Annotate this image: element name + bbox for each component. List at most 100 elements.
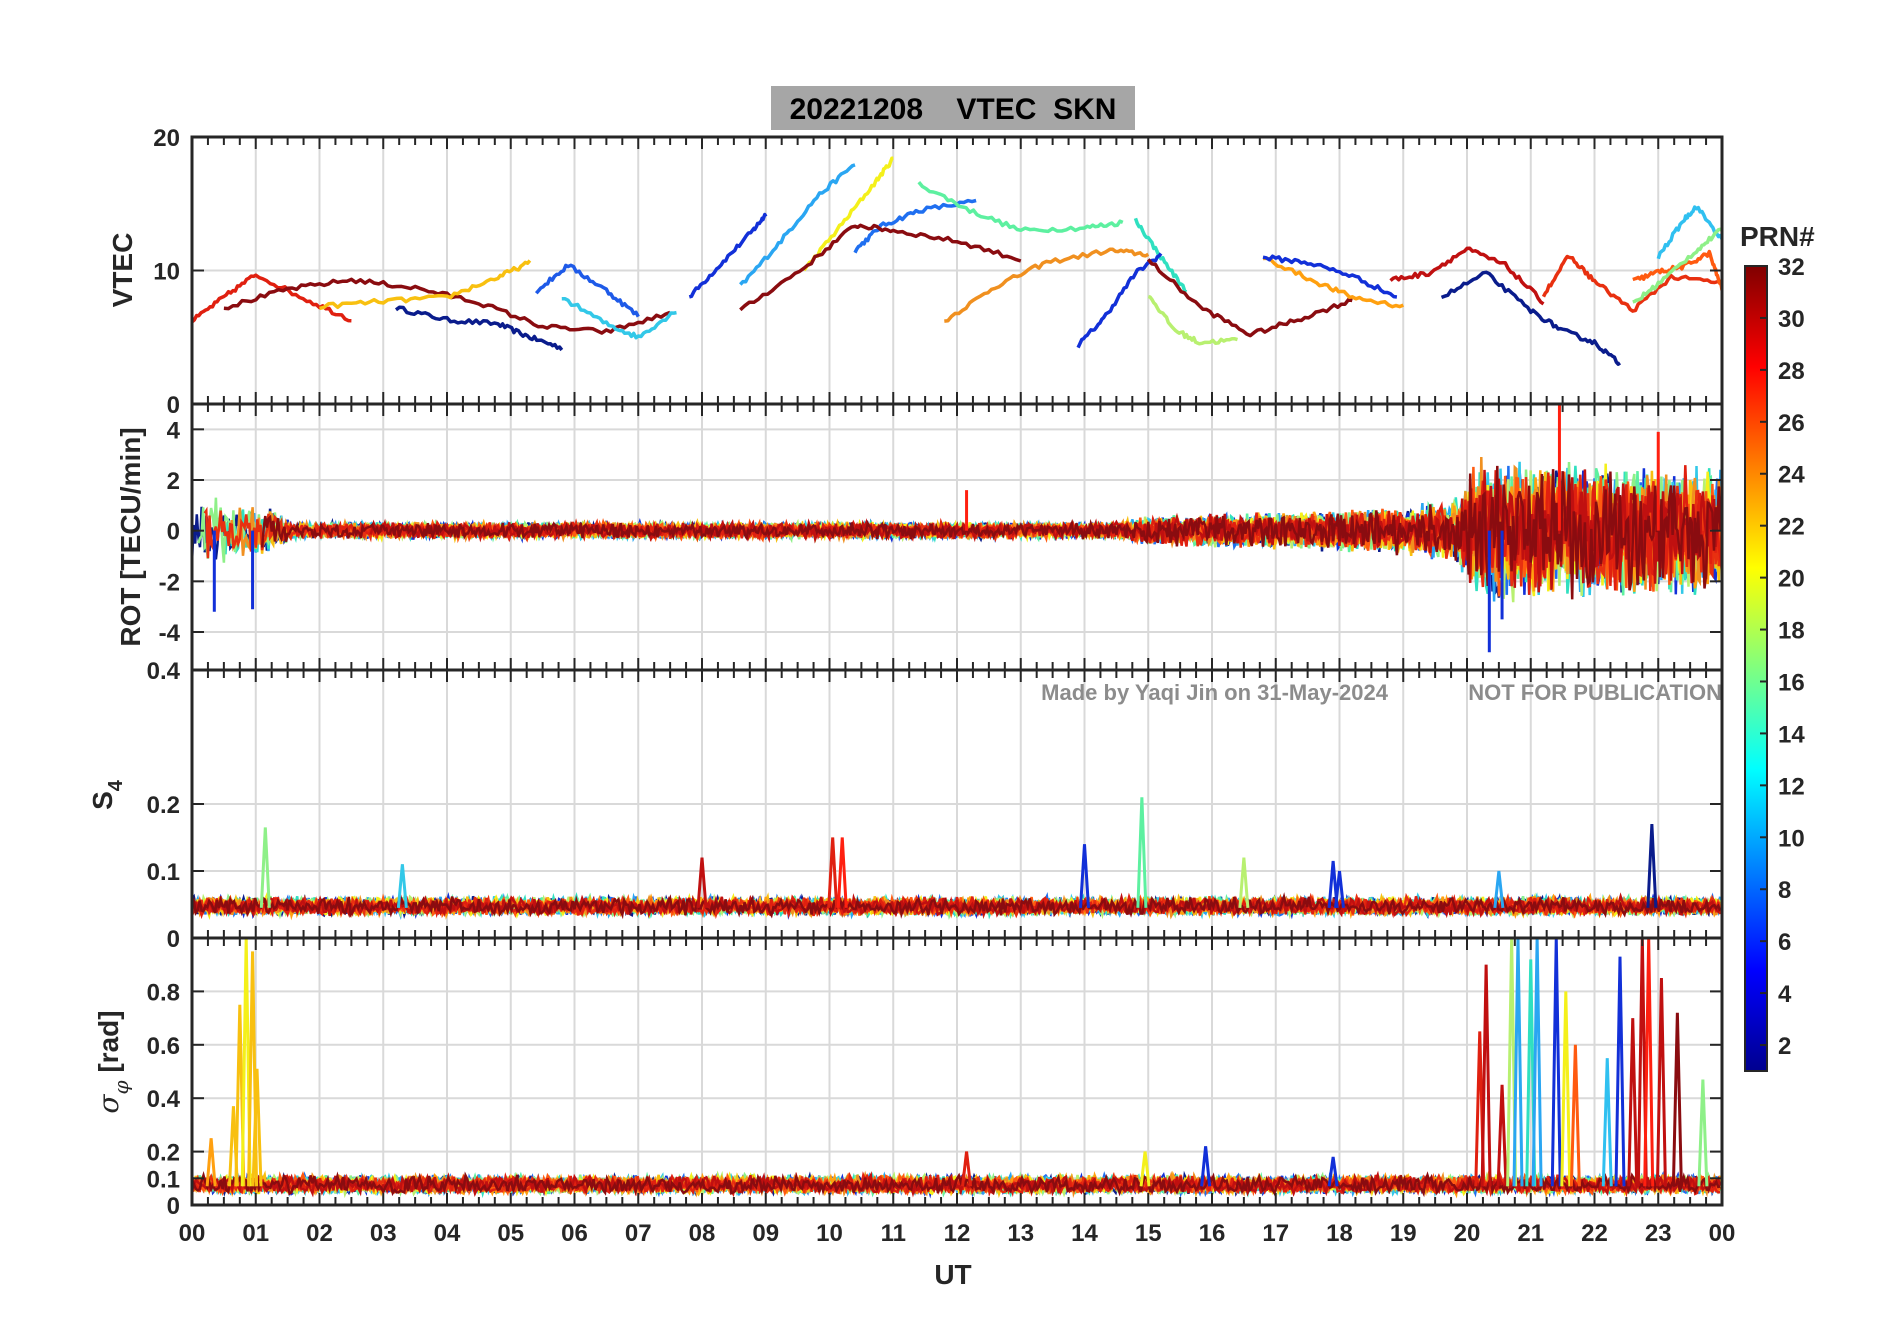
x-tick-label: 01 xyxy=(242,1220,269,1247)
sigma-phi-panel: 00.10.2 0.4 0.6 0.8 00 01 02 03 04 05 06 07 08 09 10 11… xyxy=(147,936,1736,1247)
sigma-spike xyxy=(1200,1146,1212,1187)
x-tick-label: 14 xyxy=(1071,1220,1098,1247)
s4-spike xyxy=(696,857,708,908)
s4-ylabel: S4 xyxy=(87,779,127,810)
sigma-spike xyxy=(1531,938,1543,1187)
x-tick-label: 12 xyxy=(944,1220,971,1247)
x-tick-label: 05 xyxy=(497,1220,524,1247)
sigma-spike xyxy=(205,1138,217,1187)
rot-series-line xyxy=(260,465,1722,600)
colorbar-tick-label: 32 xyxy=(1778,254,1805,281)
y-tick-label: 20 xyxy=(153,125,180,152)
vtec-series-line xyxy=(319,259,532,311)
s4-spike xyxy=(1334,870,1345,909)
x-tick-label: 11 xyxy=(881,1220,906,1247)
x-tick-label: 21 xyxy=(1517,1220,1544,1247)
vtec-series-line xyxy=(561,296,677,340)
y-tick-label: 4 xyxy=(167,417,181,444)
sigma-spike xyxy=(1569,1044,1581,1187)
s4-spike xyxy=(1136,797,1148,908)
vtec-series-line xyxy=(739,223,1022,312)
x-tick-label: 18 xyxy=(1326,1220,1353,1247)
colorbar-tick-label: 26 xyxy=(1778,410,1805,437)
vtec-series-line xyxy=(1146,258,1353,338)
y-tick-label: 0.2 xyxy=(147,792,180,819)
sigma-spike xyxy=(1327,1156,1339,1187)
sigma-spike xyxy=(1480,964,1492,1187)
y-tick-label: 0.1 xyxy=(147,859,180,886)
colorbar-tick-label: 30 xyxy=(1778,306,1805,333)
s4-spike xyxy=(396,864,408,908)
sigma-ylabel: σφ [rad] xyxy=(92,1010,133,1113)
sigma-spike xyxy=(1655,978,1667,1187)
colorbar-tick-label: 6 xyxy=(1778,929,1791,956)
sigma-spike xyxy=(1550,938,1562,1187)
y-tick-label: 0.4 xyxy=(147,1086,181,1113)
colorbar-tick-label: 8 xyxy=(1778,877,1791,904)
rot-ylabel: ROT [TECU/min] xyxy=(115,427,146,646)
colorbar-tick-label: 24 xyxy=(1778,462,1805,489)
colorbar-tick-label: 16 xyxy=(1778,669,1805,696)
x-tick-label: 00 xyxy=(1709,1220,1736,1247)
vtec-series-line xyxy=(1076,252,1163,349)
rot-panel: -4 -2 0 2 4 xyxy=(159,402,1724,672)
sigma-spike xyxy=(1496,1084,1508,1187)
y-tick-label: -2 xyxy=(159,569,180,596)
y-tick-label: 0.2 xyxy=(147,1140,180,1167)
vtec-ylabel: VTEC xyxy=(107,233,138,308)
x-tick-label: 06 xyxy=(561,1220,588,1247)
x-tick-label: 08 xyxy=(689,1220,716,1247)
x-tick-label: 15 xyxy=(1135,1220,1162,1247)
sigma-spike xyxy=(1601,1058,1613,1187)
s4-spike xyxy=(1493,870,1505,909)
y-tick-label: 0.6 xyxy=(147,1033,180,1060)
vtec-series-line xyxy=(192,273,352,324)
series-group xyxy=(192,156,1722,366)
x-tick-label: 13 xyxy=(1007,1220,1034,1247)
sigma-ylabel-suffix: [rad] xyxy=(93,1010,124,1072)
vtec-series-line xyxy=(394,305,564,352)
colorbar-tick-label: 18 xyxy=(1778,618,1805,645)
sigma-spike xyxy=(1627,1018,1639,1187)
sigma-spike xyxy=(1512,938,1524,1187)
sigma-spike xyxy=(1643,938,1655,1187)
sigma-ylabel-sub: φ xyxy=(109,1080,133,1094)
colorbar-tick-label: 22 xyxy=(1778,514,1805,541)
colorbar-tick-label: 28 xyxy=(1778,358,1805,385)
s4-spike xyxy=(259,827,271,908)
series-group xyxy=(192,938,1722,1199)
colorbar-ramp xyxy=(1744,265,1768,1072)
x-tick-label: 16 xyxy=(1199,1220,1226,1247)
vtec-series-line xyxy=(1541,254,1722,313)
vtec-series-line xyxy=(853,198,977,254)
sigma-spike xyxy=(251,1068,263,1187)
x-tick-label: 09 xyxy=(752,1220,779,1247)
title-box xyxy=(771,86,1135,130)
y-tick-label: 0.4 xyxy=(147,658,181,685)
x-tick-label: 10 xyxy=(816,1220,843,1247)
y-tick-label: 0.8 xyxy=(147,979,180,1006)
x-tick-label: 19 xyxy=(1390,1220,1417,1247)
sigma-spike xyxy=(1139,1151,1151,1187)
series-group xyxy=(192,797,1722,921)
vtec-series-line xyxy=(1440,270,1622,366)
s4-series-line xyxy=(192,892,1722,920)
vtec-series-line xyxy=(1389,246,1545,306)
x-tick-label: 04 xyxy=(434,1220,461,1247)
sigma-spike xyxy=(1671,1012,1683,1187)
vtec-series-line xyxy=(1262,254,1398,299)
s4-spike xyxy=(827,837,839,908)
vtec-series-line xyxy=(1133,217,1188,294)
series-group xyxy=(192,404,1722,653)
x-tick-label: 00 xyxy=(179,1220,206,1247)
vtec-series-line xyxy=(1632,249,1722,291)
y-tick-label: 10 xyxy=(153,259,180,286)
s4-panel: 0 0.1 0.2 0.4 xyxy=(147,658,1724,953)
vtec-panel: 0 10 20 xyxy=(153,125,1724,419)
vtec-series-line xyxy=(917,180,1124,234)
y-tick-label: 0 xyxy=(167,392,180,419)
vtec-series-line xyxy=(739,163,856,286)
chart-title: 20221208 VTEC SKN xyxy=(790,93,1117,126)
